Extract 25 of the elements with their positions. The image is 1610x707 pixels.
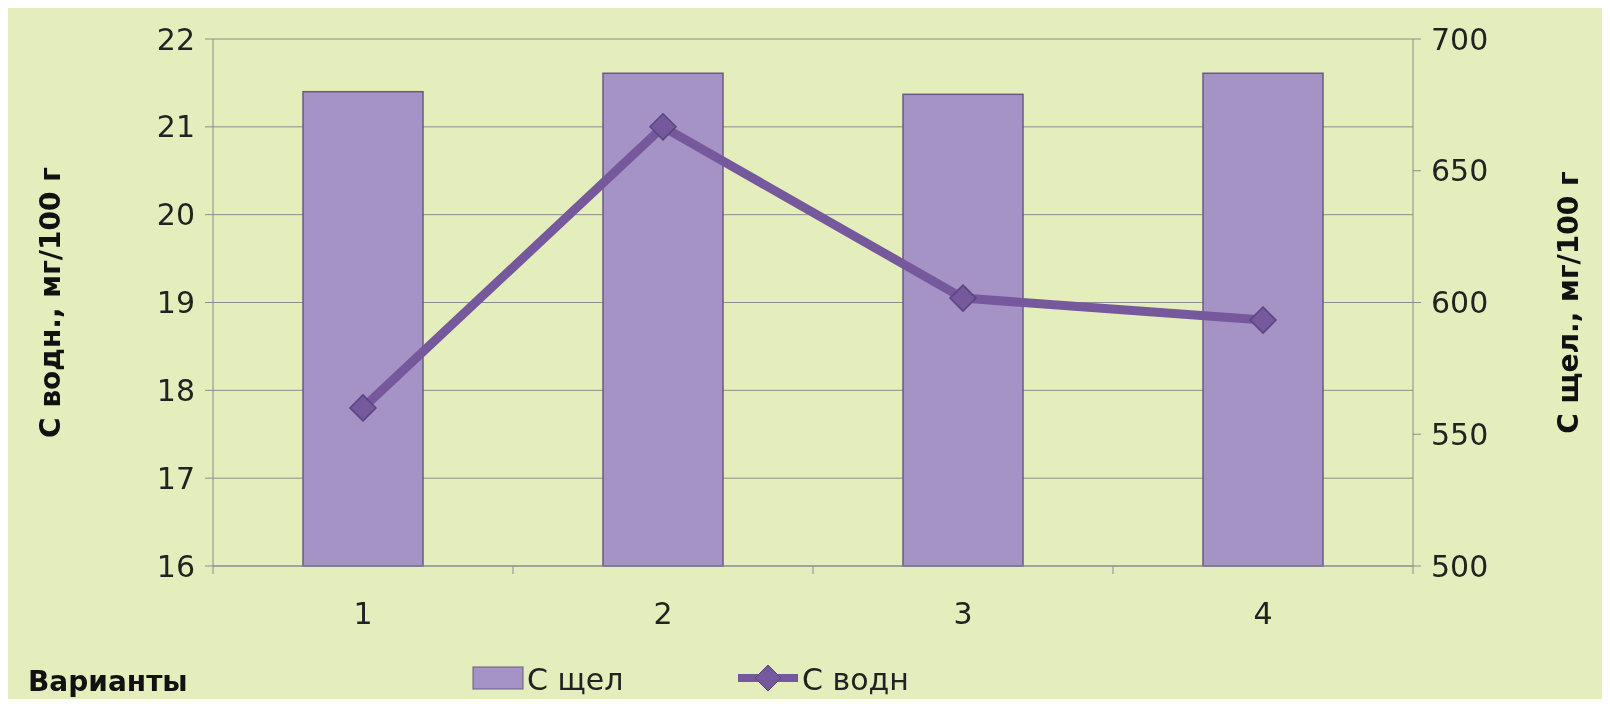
x-tick-label: 3 — [953, 596, 973, 631]
y-tick-label: 16 — [156, 548, 195, 584]
y-tick-label: 20 — [156, 197, 195, 233]
legend-label: С щел — [527, 662, 624, 697]
y2-axis-title: С щел., мг/100 г — [1552, 171, 1585, 434]
y2-tick-label: 650 — [1431, 153, 1489, 189]
y2-tick-label: 600 — [1431, 285, 1489, 320]
y-tick-label: 18 — [156, 372, 195, 408]
legend-label: С водн — [802, 662, 909, 697]
y-tick-label: 21 — [156, 109, 195, 145]
y-tick-label: 19 — [156, 285, 195, 320]
point — [649, 113, 677, 141]
y-tick-label: 17 — [156, 460, 195, 496]
x-tick-label: 1 — [353, 596, 373, 631]
y-axis-title: С водн., мг/100 г — [34, 167, 67, 438]
y2-tick-label: 550 — [1431, 416, 1489, 452]
x-tick-label: 4 — [1253, 596, 1273, 631]
x-tick-label: 2 — [653, 596, 673, 631]
y2-tick-label: 500 — [1431, 548, 1489, 584]
y2-tick-label: 700 — [1431, 21, 1489, 57]
point — [949, 284, 977, 312]
point — [349, 394, 377, 422]
y-tick-label: 22 — [156, 21, 195, 57]
x-axis-title: Варианты — [28, 665, 188, 698]
point — [1249, 306, 1277, 334]
